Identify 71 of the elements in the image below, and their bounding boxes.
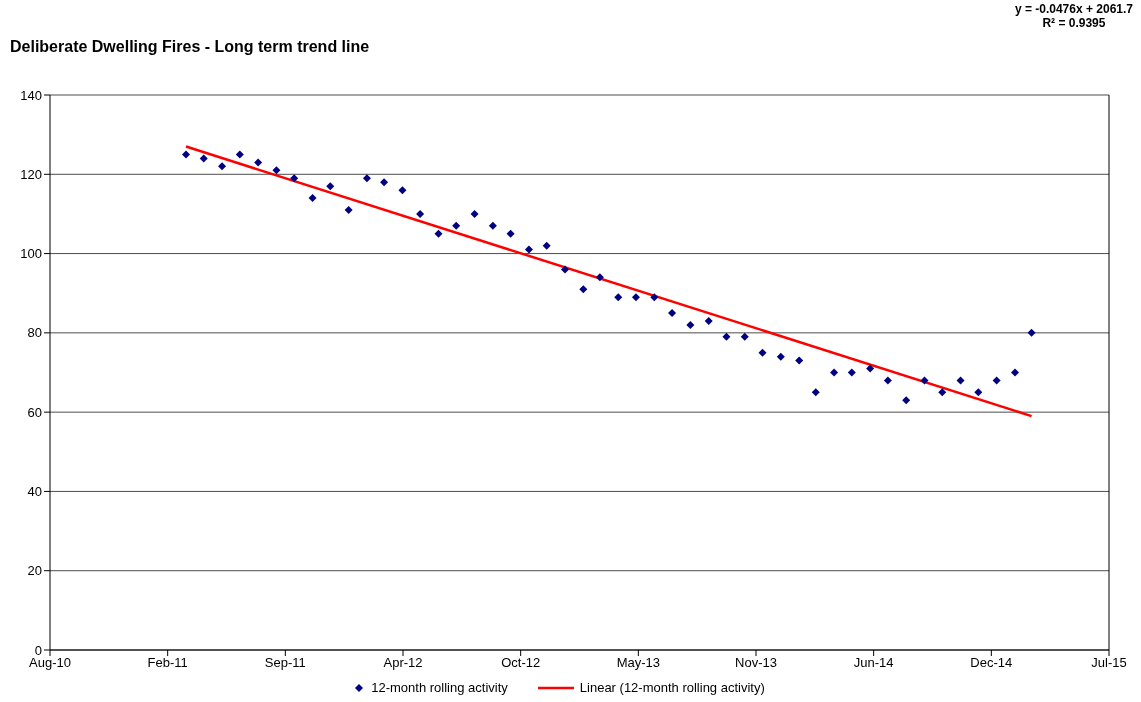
- point: [488, 221, 497, 230]
- x-tick-label: Jun-14: [853, 655, 894, 671]
- y-tick-label: 120: [20, 166, 42, 182]
- point: [434, 229, 443, 238]
- point: [470, 209, 479, 218]
- point: [579, 285, 588, 294]
- x-tick-label: Dec-14: [970, 655, 1013, 671]
- point: [506, 229, 515, 238]
- point: [416, 209, 425, 218]
- x-tick-label: Nov-13: [735, 655, 777, 671]
- point: [883, 376, 892, 385]
- point: [668, 309, 677, 318]
- point: [326, 182, 335, 191]
- point: [830, 368, 839, 377]
- text: R² = 0.9395: [1041, 16, 1107, 30]
- point: [866, 364, 875, 373]
- x-tick-label: Jul-15: [1091, 655, 1127, 671]
- x-tick-label: Aug-10: [29, 655, 71, 671]
- point: [758, 348, 767, 357]
- legend-label: 12-month rolling activity: [371, 680, 508, 695]
- point: [308, 194, 317, 203]
- y-tick-label: 100: [20, 246, 42, 262]
- y-tick-label: 60: [27, 404, 42, 420]
- point: [218, 162, 227, 171]
- point: [542, 241, 551, 250]
- point: [686, 320, 695, 329]
- point: [272, 166, 281, 175]
- point: [811, 388, 820, 397]
- point: [235, 150, 244, 159]
- point: [631, 293, 640, 302]
- point: [1027, 328, 1036, 337]
- point: [847, 368, 856, 377]
- point: [722, 332, 731, 341]
- y-tick-label: 40: [27, 484, 42, 500]
- point: [650, 293, 659, 302]
- point: [398, 186, 407, 195]
- y-tick-label: 80: [27, 325, 42, 341]
- point: [362, 174, 371, 183]
- point: [974, 388, 983, 397]
- x-tick-label: Oct-12: [501, 655, 541, 671]
- point: [795, 356, 804, 365]
- point: [704, 316, 713, 325]
- point: [524, 245, 533, 254]
- y-tick-label: 0: [34, 642, 42, 658]
- point: [290, 174, 299, 183]
- point: [740, 332, 749, 341]
- point: [595, 273, 604, 282]
- point: [992, 376, 1001, 385]
- legend-label: Linear (12-month rolling activity): [579, 680, 765, 695]
- point: [614, 293, 623, 302]
- point: [561, 265, 570, 274]
- point: [199, 154, 208, 163]
- x-tick-label: Sep-11: [264, 655, 306, 671]
- point: [182, 150, 190, 159]
- chart-title: Deliberate Dwelling Fires - Long term trend line: [10, 38, 370, 56]
- point: [380, 178, 389, 187]
- point: [938, 388, 947, 397]
- point: [776, 352, 785, 361]
- point: [344, 205, 353, 214]
- point: [920, 376, 929, 385]
- point: [956, 376, 965, 385]
- point: [1010, 368, 1019, 377]
- point: [452, 221, 461, 230]
- x-tick-label: Apr-12: [383, 655, 423, 671]
- y-tick-label: 140: [20, 87, 42, 103]
- point: [254, 158, 263, 167]
- y-tick-label: 20: [27, 563, 42, 579]
- point: [902, 396, 911, 405]
- x-tick-label: May-13: [616, 655, 661, 671]
- x-tick-label: Feb-11: [147, 655, 188, 671]
- text: y = -0.0476x + 2061.7: [1014, 2, 1133, 16]
